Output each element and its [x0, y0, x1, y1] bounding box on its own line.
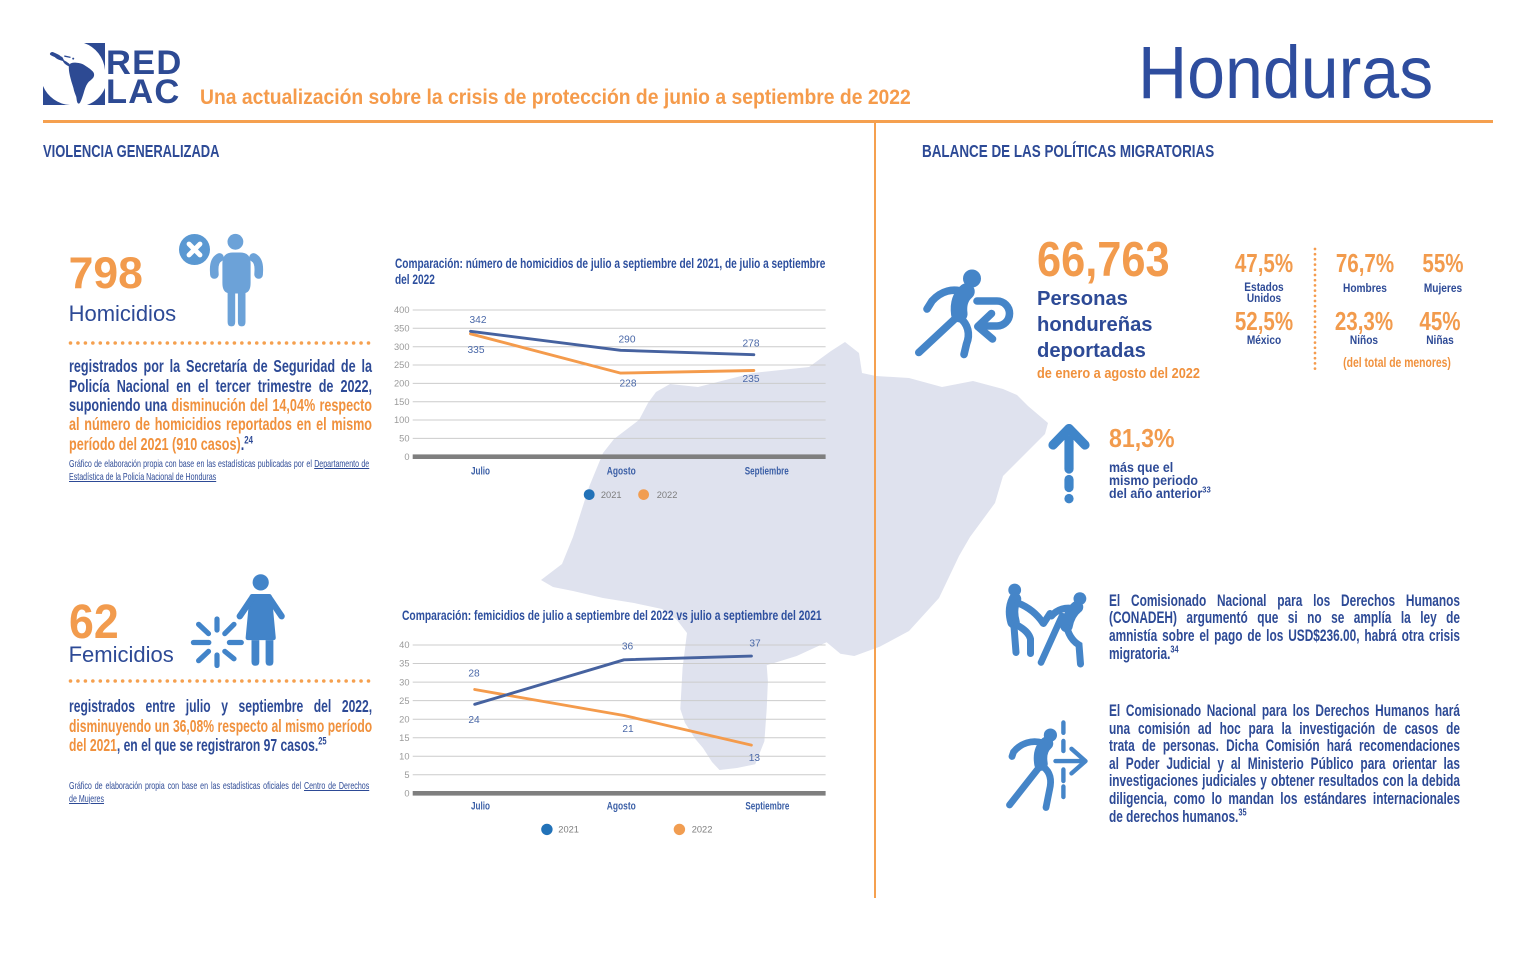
svg-text:Agosto: Agosto [607, 801, 636, 813]
svg-text:21: 21 [622, 724, 634, 735]
svg-text:Agosto: Agosto [607, 466, 636, 478]
svg-text:2021: 2021 [601, 490, 622, 500]
svg-text:0: 0 [404, 452, 409, 462]
svg-text:150: 150 [394, 397, 410, 407]
svg-text:300: 300 [394, 342, 410, 352]
svg-text:36: 36 [622, 641, 634, 652]
svg-text:10: 10 [399, 751, 409, 761]
svg-text:278: 278 [743, 339, 760, 350]
svg-text:LAC: LAC [106, 73, 181, 111]
svg-text:Septiembre: Septiembre [745, 801, 789, 813]
svg-text:15: 15 [399, 733, 409, 743]
svg-text:Septiembre: Septiembre [745, 466, 789, 478]
svg-text:Julio: Julio [471, 801, 490, 813]
svg-text:Julio: Julio [471, 466, 490, 478]
svg-text:30: 30 [399, 677, 409, 687]
svg-text:24: 24 [468, 715, 480, 726]
svg-text:290: 290 [619, 335, 636, 346]
svg-text:RED: RED [106, 44, 182, 82]
svg-text:400: 400 [394, 305, 410, 315]
svg-text:28: 28 [468, 669, 480, 680]
svg-text:0: 0 [404, 789, 409, 799]
svg-text:250: 250 [394, 360, 410, 370]
svg-text:2022: 2022 [692, 825, 713, 835]
svg-text:5: 5 [404, 770, 409, 780]
svg-text:350: 350 [394, 324, 410, 334]
svg-text:228: 228 [620, 379, 637, 390]
svg-text:335: 335 [468, 345, 485, 356]
svg-text:2022: 2022 [657, 490, 678, 500]
svg-text:20: 20 [399, 714, 409, 724]
svg-text:25: 25 [399, 696, 409, 706]
svg-text:100: 100 [394, 415, 410, 425]
svg-text:13: 13 [749, 753, 761, 764]
svg-text:200: 200 [394, 379, 410, 389]
svg-text:50: 50 [399, 434, 409, 444]
svg-text:35: 35 [399, 659, 409, 669]
svg-text:342: 342 [470, 315, 487, 326]
svg-text:37: 37 [749, 639, 761, 650]
svg-text:2021: 2021 [558, 825, 579, 835]
svg-text:235: 235 [743, 374, 760, 385]
svg-text:40: 40 [399, 640, 409, 650]
